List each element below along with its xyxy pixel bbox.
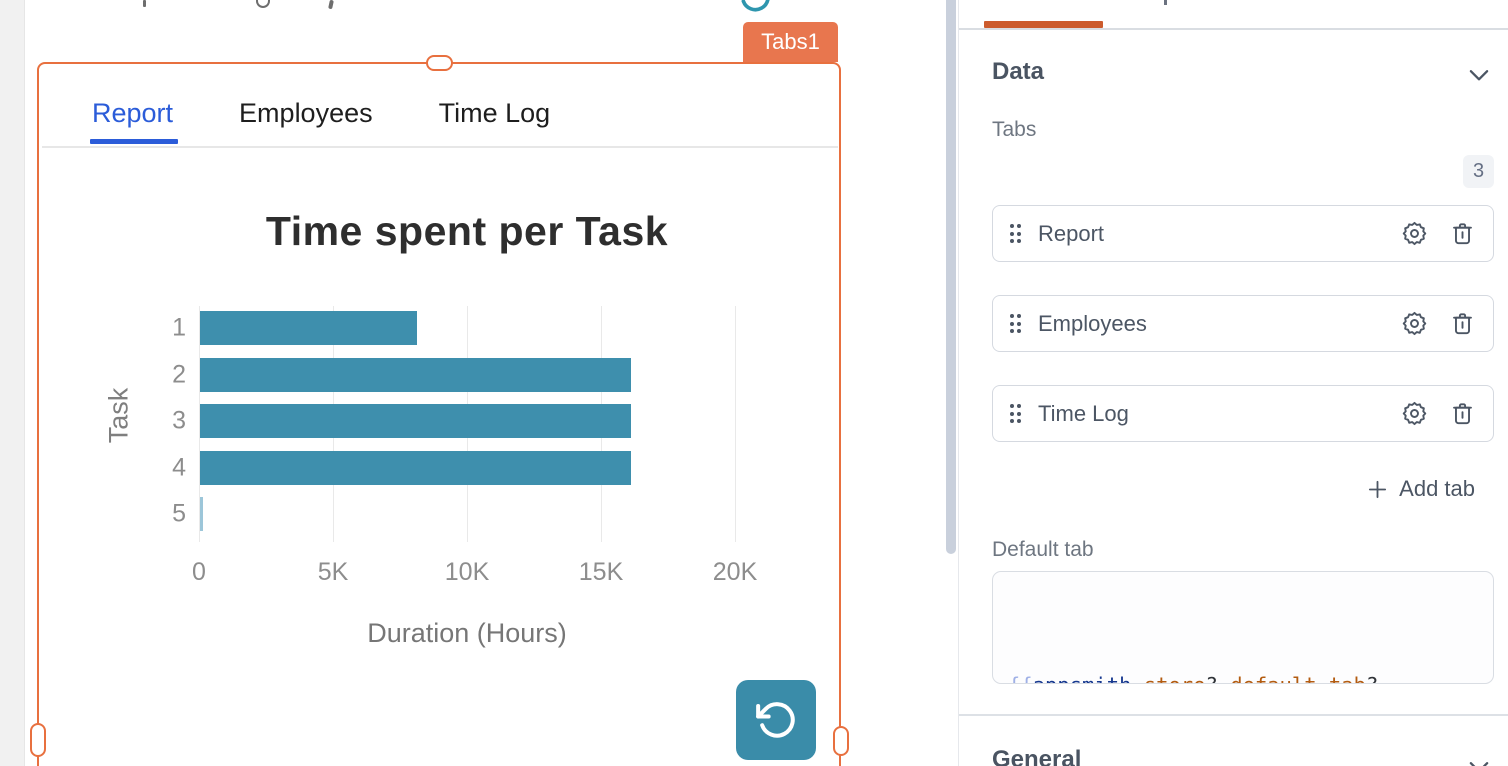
y-axis-labels: 1 2 3 4 5 <box>146 302 186 542</box>
default-tab-code-input[interactable]: {{appsmith.store?.default_tab? .slice(-1… <box>992 571 1494 684</box>
gridline <box>199 306 200 542</box>
resize-handle-left[interactable] <box>30 723 46 757</box>
data-section-header: Data <box>992 58 1045 85</box>
chart-plot <box>199 302 736 542</box>
bar-task-3[interactable] <box>200 404 632 439</box>
tab-item-label: Report <box>1038 220 1105 246</box>
tab-item-row[interactable]: Report <box>992 205 1494 262</box>
x-tick-label: 10K <box>444 558 490 586</box>
gear-icon[interactable] <box>1401 400 1428 427</box>
drag-handle-icon[interactable] <box>1010 224 1021 243</box>
y-tick-label: 2 <box>172 360 186 389</box>
bar-task-4[interactable] <box>200 450 632 485</box>
clipped-text-fragment <box>256 0 270 8</box>
tabs-field-label: Tabs <box>992 118 1037 141</box>
trash-icon[interactable] <box>1449 400 1476 427</box>
gear-icon[interactable] <box>1401 310 1428 337</box>
y-axis-title: Task <box>103 387 134 444</box>
bar-task-1[interactable] <box>200 311 418 345</box>
drag-handle-icon[interactable] <box>1010 314 1021 333</box>
canvas-tab-report[interactable]: Report <box>89 98 179 144</box>
section-divider <box>959 714 1508 716</box>
rotate-ccw-icon <box>755 699 797 741</box>
bar-task-2[interactable] <box>200 357 632 392</box>
scrollbar-thumb[interactable] <box>946 0 956 554</box>
gridline <box>735 306 736 542</box>
add-tab-button[interactable]: Add tab <box>1366 476 1475 502</box>
trash-icon[interactable] <box>1449 220 1476 247</box>
clipped-refresh-icon <box>738 0 774 15</box>
tabs-list: Report Employees Time Log <box>992 205 1494 475</box>
chart-title: Time spent per Task <box>265 208 669 254</box>
widget-name-badge[interactable]: Tabs1 <box>743 22 838 62</box>
clipped-text-fragment <box>328 0 334 10</box>
add-tab-label: Add tab <box>1399 476 1475 501</box>
tab-item-row[interactable]: Employees <box>992 295 1494 352</box>
drag-handle-icon[interactable] <box>1010 404 1021 423</box>
canvas-tab-bar: Report Employees Time Log <box>89 98 551 144</box>
x-axis-ticks: 0 5K 10K 15K 20K <box>192 558 757 590</box>
tab-item-row[interactable]: Time Log <box>992 385 1494 442</box>
clipped-text-fragment <box>1164 0 1167 5</box>
canvas-left-gutter <box>0 0 25 766</box>
chevron-down-icon[interactable] <box>1466 754 1492 766</box>
clipped-text-fragment <box>143 0 146 7</box>
resize-handle-top[interactable] <box>426 55 453 71</box>
y-tick-label: 4 <box>172 453 186 482</box>
y-tick-label: 3 <box>172 406 186 435</box>
tabs-count-badge: 3 <box>1463 155 1494 188</box>
x-tick-label: 15K <box>578 558 624 586</box>
tab-item-label: Time Log <box>1038 400 1129 426</box>
plus-icon <box>1366 478 1389 501</box>
x-tick-label: 20K <box>712 558 758 586</box>
x-tick-label: 5K <box>317 558 349 586</box>
active-pane-tab-indicator <box>984 21 1103 28</box>
x-tick-label: 0 <box>192 558 206 586</box>
y-tick-label: 5 <box>172 499 186 528</box>
refresh-button[interactable] <box>736 680 816 760</box>
property-pane: Data Tabs 3 Report Employees Time Log Add … <box>959 0 1508 766</box>
canvas-tab-employees[interactable]: Employees <box>239 98 373 128</box>
trash-icon[interactable] <box>1449 310 1476 337</box>
y-tick-label: 1 <box>172 313 186 342</box>
tab-item-label: Employees <box>1038 310 1147 336</box>
bar-task-5[interactable] <box>200 497 203 532</box>
tab-bar-divider <box>42 146 838 148</box>
pane-divider <box>958 0 959 766</box>
gear-icon[interactable] <box>1401 220 1428 247</box>
code-line-1: {{appsmith.store?.default_tab? <box>1008 665 1478 683</box>
resize-handle-right[interactable] <box>833 726 849 756</box>
pane-tab-divider <box>959 28 1508 30</box>
canvas-tab-time-log[interactable]: Time Log <box>438 98 551 128</box>
general-section-header: General <box>992 746 1082 766</box>
chevron-down-icon[interactable] <box>1466 62 1492 88</box>
x-axis-title: Duration (Hours) <box>367 618 567 648</box>
default-tab-label: Default tab <box>992 538 1094 561</box>
